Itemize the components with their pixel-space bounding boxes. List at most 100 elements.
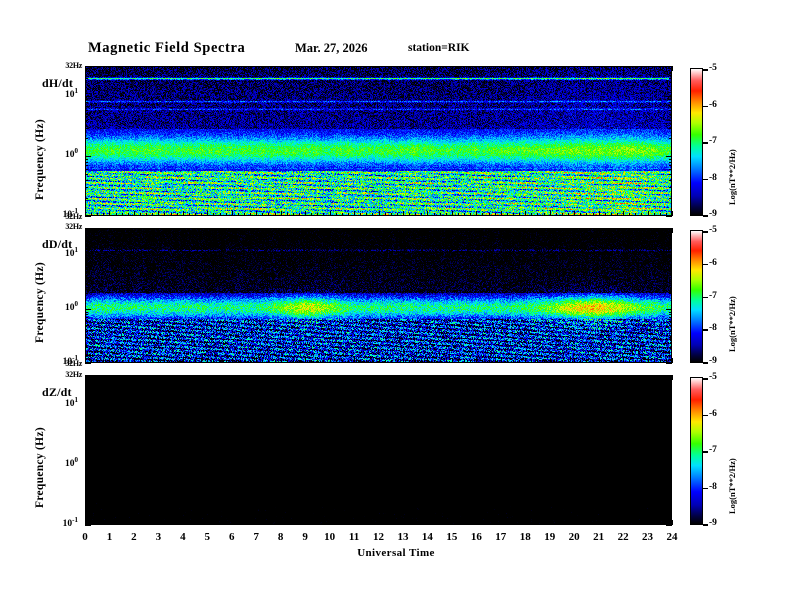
xtick-mark [672,375,673,380]
xtick-label-6: 6 [229,531,235,543]
colorbar-tick--7: -7 [703,291,725,301]
ytick-label-p1-1e-1: 10-1 [62,353,78,367]
colorbar-tick--9: -9 [703,209,725,219]
colorbar-tick--7: -7 [703,136,725,146]
colorbar-tick-mark [703,378,708,380]
yaxis-title-dHdt: Frequency (Hz) [34,119,46,200]
xtick-mark [672,211,673,216]
spectrogram-panel-dZdt[interactable] [85,375,673,526]
xtick-label-22: 22 [617,531,629,543]
ytick-mark [85,363,91,364]
colorbar-tick-mark [703,329,708,331]
nyquist-label-bottom-dDdt: 32Hz [65,359,82,368]
component-label-dZdt: dZ/dt [42,385,72,399]
xtick-label-4: 4 [180,531,186,543]
colorbar-tick-text: -5 [709,63,717,73]
xtick-label-12: 12 [373,531,384,543]
ytick-label-p0-1e1: 101 [65,87,78,101]
colorbar-tick-text: -7 [709,136,717,146]
ytick-label-p2-1e0: 100 [65,455,78,470]
colorbar-dDdt: -5 -6 -7 -8 -9 [690,225,717,366]
colorbar-tick-mark [703,263,708,266]
xtick-label-10: 10 [324,531,336,543]
colorbar-tick-mark [703,487,708,489]
xtick-label-3: 3 [155,531,162,543]
colorbar-dZdt: -5 -6 -7 -8 -9 [690,372,717,528]
colorbar-tick--7: -7 [703,445,725,455]
xtick-label-20: 20 [568,531,580,543]
xtick-label-1: 1 [106,531,113,543]
spectrogram-image-dDdt [85,228,672,363]
colorbar-title-dZdt: Log(nT**2/Hz) [727,458,737,514]
colorbar-tick-mark [703,451,708,453]
spectrogram-image-dZdt [85,375,672,525]
ytick-label-p1-1e1: 101 [65,246,78,260]
colorbar-title-dDdt: Log(nT**2/Hz) [727,296,737,352]
xtick-label-13: 13 [397,531,409,543]
xtick-label-5: 5 [204,531,211,543]
nyquist-label-top-dDdt: 32Hz [65,222,82,231]
xtick-mark [672,358,673,363]
xtick-label-24: 24 [666,531,678,543]
ytick-mark [666,525,672,526]
colorbar-tick-text: -7 [709,445,717,455]
colorbar-tick-mark [703,178,708,180]
colorbar-tick-text: -8 [709,481,717,492]
colorbar-tick-mark [703,231,708,233]
ytick-label-p0-1e0: 100 [65,146,78,161]
colorbar-tick--6: -6 [703,409,725,419]
colorbar-gradient-dZdt [690,377,703,525]
yaxis-title-dZdt: Frequency (Hz) [34,427,46,508]
ytick-mark [666,216,672,217]
xaxis-title: Universal Time [357,547,435,559]
colorbar-tick--5: -5 [703,372,725,382]
ytick-mark [85,525,91,526]
colorbar-tick-text: -8 [709,323,717,334]
colorbar-tick--8: -8 [703,323,725,333]
colorbar-tick-mark [703,524,708,526]
nyquist-label-top-dZdt: 32Hz [65,370,82,379]
colorbar-gradient-dDdt [690,230,703,363]
spectrogram-image-dHdt [85,66,672,216]
colorbar-tick-text: -6 [709,99,717,110]
xtick-label-17: 17 [495,531,507,543]
spectrogram-panel-dHdt[interactable] [85,66,673,217]
colorbar-tick-mark [703,362,708,364]
xtick-label-16: 16 [470,531,482,543]
colorbar-tick-mark [703,105,708,107]
colorbar-tick-text: -6 [709,408,717,419]
xtick-label-21: 21 [593,531,605,543]
colorbar-tick-text: -9 [709,209,717,219]
colorbar-tick--5: -5 [703,63,725,73]
station-label: station=RIK [408,42,470,54]
colorbar-tick--8: -8 [703,482,725,492]
xtick-label-23: 23 [642,531,654,543]
colorbar-tick--9: -9 [703,518,725,528]
colorbar-tick--6: -6 [703,258,725,268]
colorbar-title-dHdt: Log(nT**2/Hz) [727,149,737,205]
ytick-mark [666,363,672,364]
colorbar-tick-mark [703,69,708,71]
colorbar-dHdt: -5 -6 -7 -8 -9 [690,63,717,219]
xtick-mark [672,66,673,71]
xtick-label-8: 8 [277,531,284,543]
xtick-label-2: 2 [131,531,137,543]
colorbar-tick--9: -9 [703,356,725,366]
figure-title-row: Magnetic Field Spectra Mar. 27, 2026 sta… [88,40,678,58]
colorbar-tick-mark [703,215,708,217]
page-title: Magnetic Field Spectra [88,40,246,56]
colorbar-tick-text: -7 [709,290,717,301]
xtick-label-18: 18 [519,531,531,543]
colorbar-tick-mark [703,414,708,416]
xtick-label-7: 7 [253,531,259,543]
xtick-mark [672,520,673,525]
xtick-label-14: 14 [421,531,433,543]
colorbar-gradient-dHdt [690,68,703,216]
yaxis-title-dDdt: Frequency (Hz) [34,262,46,343]
xtick-label-11: 11 [348,531,360,543]
colorbar-tick--8: -8 [703,173,725,183]
spectrogram-panel-dDdt[interactable] [85,228,673,364]
nyquist-label-bottom-dHdt: 32Hz [65,212,82,221]
xtick-label-9: 9 [302,531,308,543]
xtick-label-19: 19 [544,531,556,543]
